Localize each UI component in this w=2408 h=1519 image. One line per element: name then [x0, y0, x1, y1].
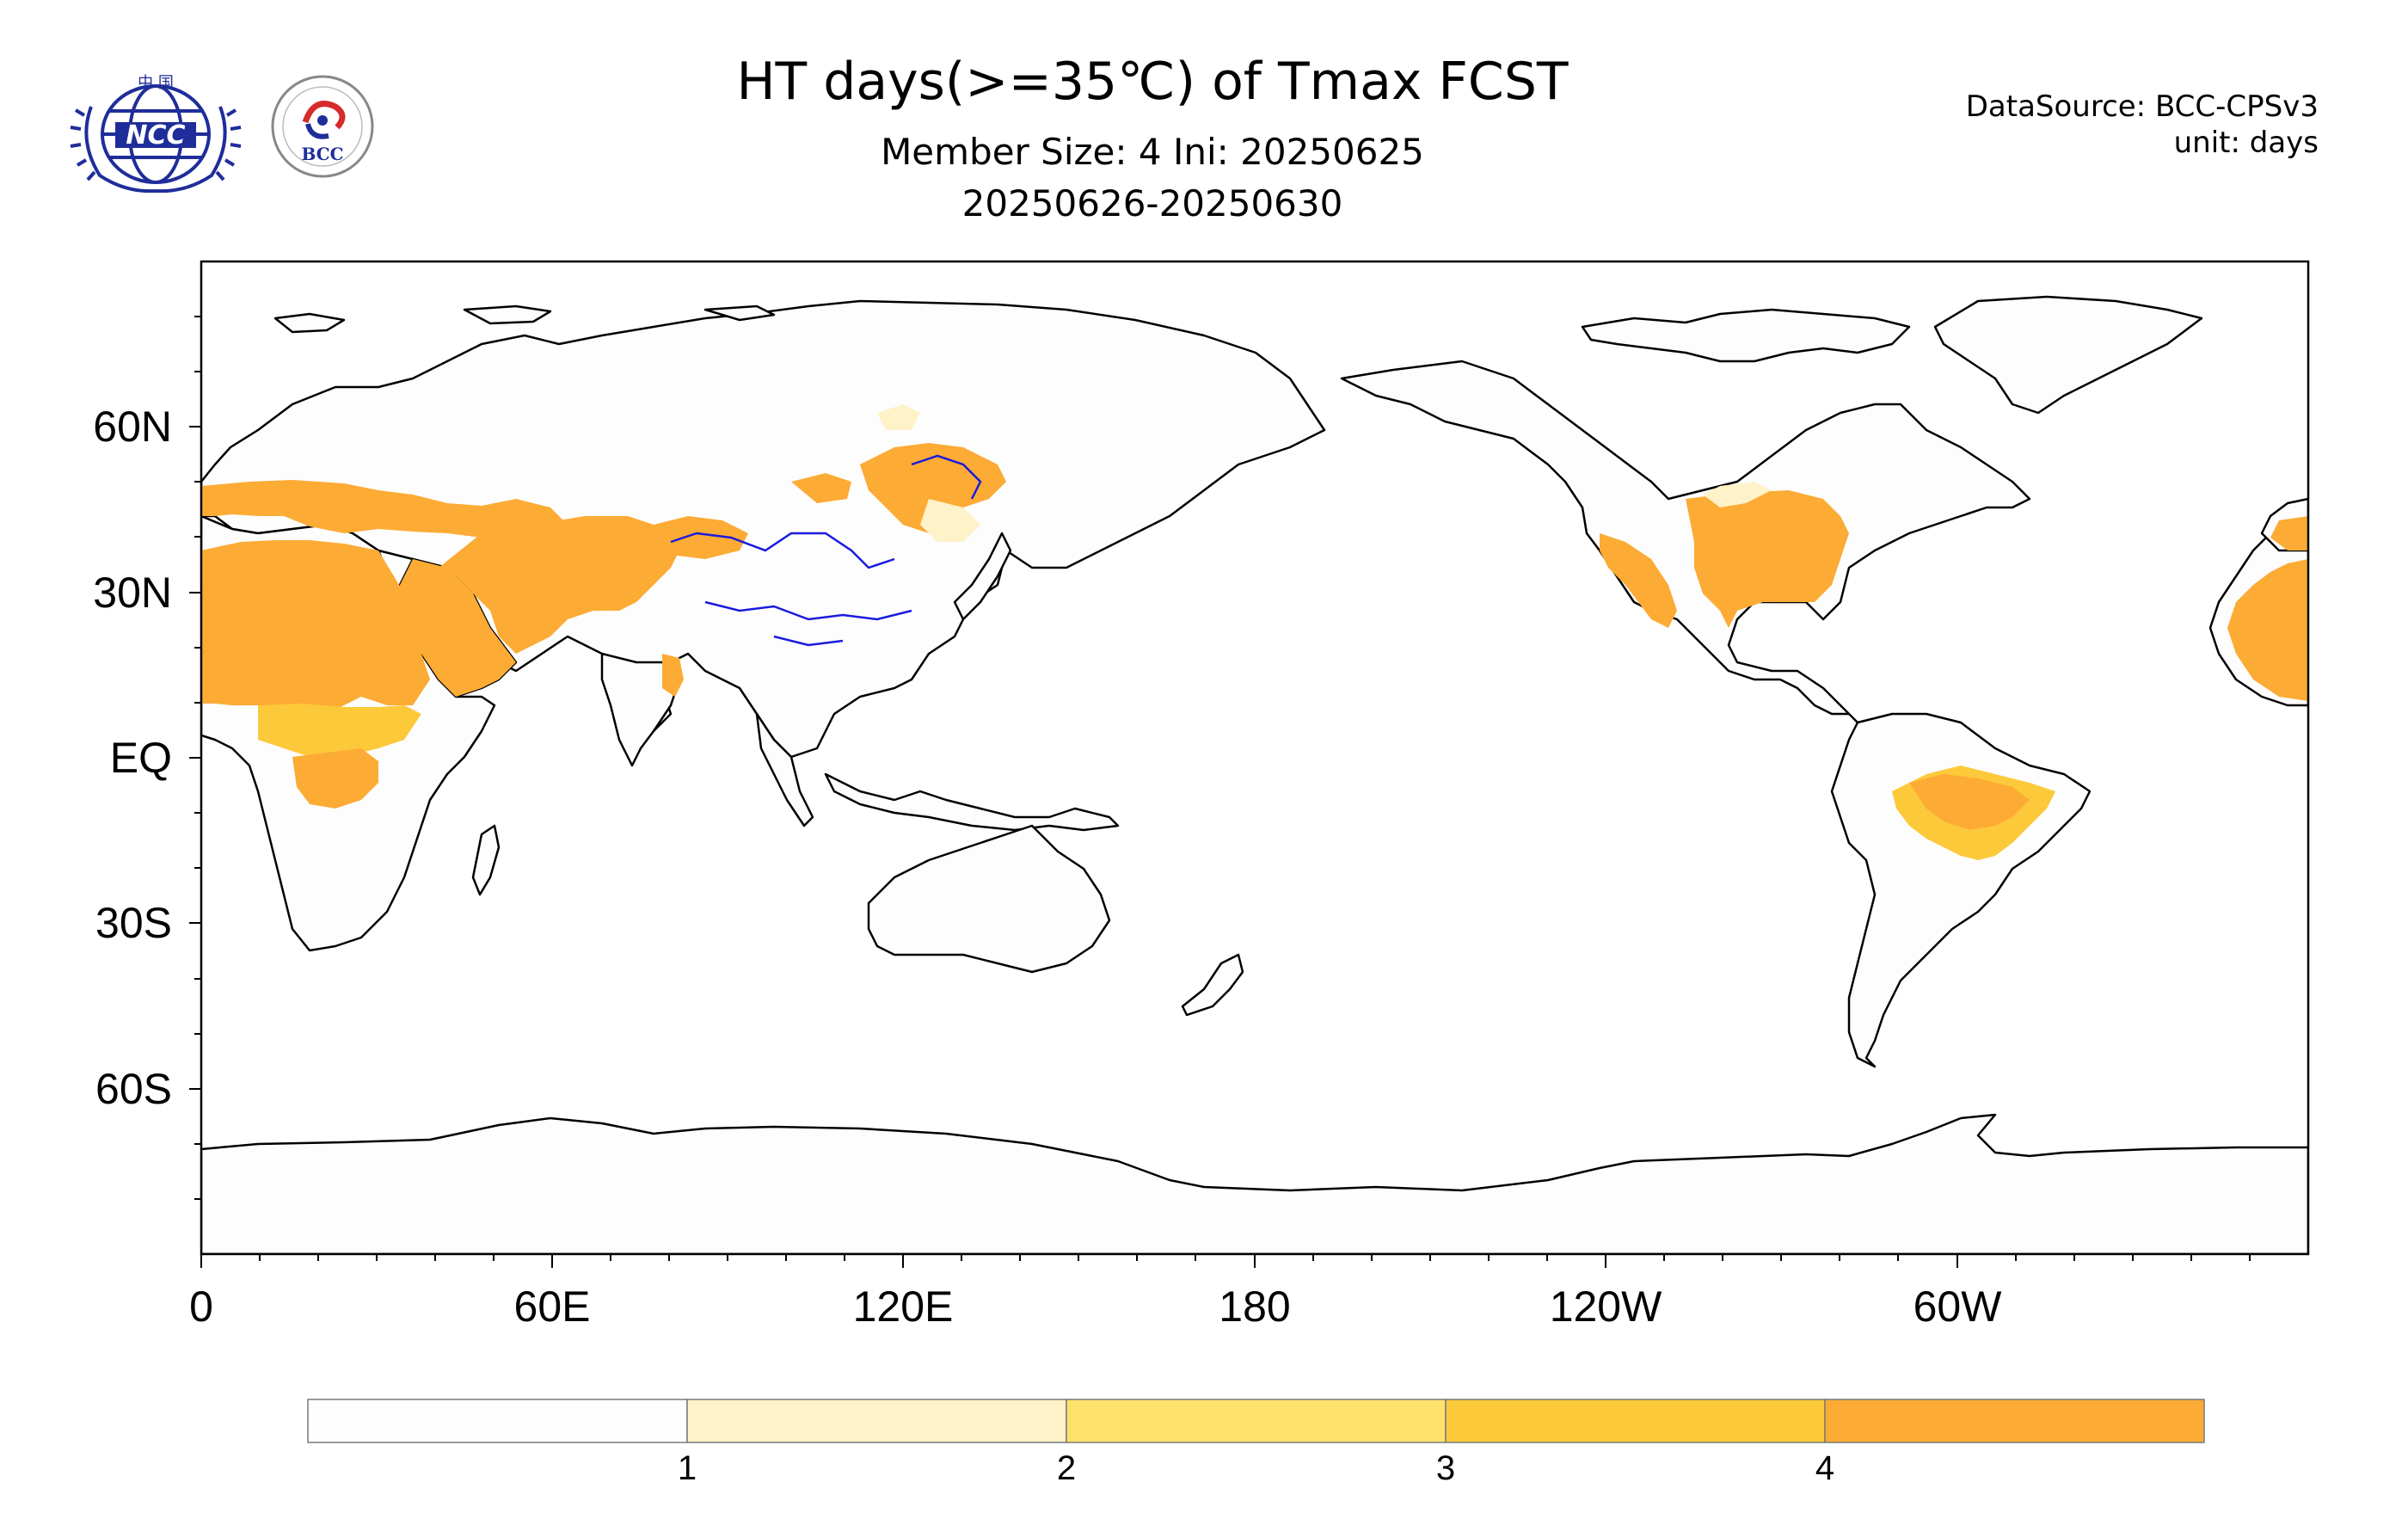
colorbar-label-1: 1	[677, 1449, 697, 1487]
yangtze-river	[704, 600, 912, 621]
new-zealand	[1181, 953, 1244, 1017]
date-range-line: 20250626-20250630	[961, 182, 1343, 224]
antarctica	[201, 1113, 2308, 1254]
colorbar-segment-3	[1445, 1399, 1826, 1443]
colorbar-label-3: 3	[1435, 1449, 1456, 1487]
indian-subcontinent	[600, 652, 681, 767]
china-rivers	[670, 454, 982, 647]
lat-label-60s: 60S	[95, 1065, 172, 1113]
colorbar-segment-2	[1066, 1399, 1447, 1443]
shade-europe	[201, 480, 568, 542]
yellow-river	[670, 532, 895, 569]
colorbar	[307, 1399, 2205, 1443]
shade-mexico	[1600, 533, 1677, 628]
unit-label: unit: days	[2173, 126, 2319, 160]
ncc-logo-text: NCC	[126, 120, 185, 151]
colorbar-segment-4	[1824, 1399, 2205, 1443]
shade-arabia	[396, 559, 516, 697]
shade-north-africa	[201, 540, 430, 714]
shade-tarim	[654, 516, 748, 559]
data-source-label: DataSource: BCC-CPSv3	[1965, 89, 2319, 124]
bcc-logo-text: BCC	[301, 144, 343, 164]
lat-label-30n: 30N	[93, 569, 172, 617]
lon-label-0: 0	[189, 1282, 213, 1331]
arctic-islands	[1581, 308, 1911, 363]
colorbar-segment-0	[307, 1399, 688, 1443]
colorbar-label-2: 2	[1056, 1449, 1077, 1487]
bcc-logo: BCC	[271, 75, 374, 178]
greenland	[1933, 295, 2203, 415]
lat-label-30s: 30S	[95, 899, 172, 947]
lon-label-120w: 120W	[1549, 1282, 1662, 1331]
colorbar-segment-1	[686, 1399, 1067, 1443]
shade-central-asia	[439, 516, 679, 654]
lon-label-60e: 60E	[513, 1282, 591, 1331]
shade-us	[1686, 490, 1849, 628]
lon-label-120e: 120E	[852, 1282, 954, 1331]
colorbar-label-4: 4	[1815, 1449, 1835, 1487]
japan	[953, 532, 1012, 621]
lat-label-60n: 60N	[93, 403, 172, 451]
shade-central-africa	[292, 748, 378, 809]
shade-mongolia	[860, 443, 1006, 533]
map-title: HT days(>=35℃) of Tmax FCST	[736, 52, 1569, 112]
indonesia-islands	[824, 772, 1120, 832]
southeast-asia	[755, 712, 814, 827]
lon-label-180: 180	[1219, 1282, 1291, 1331]
shade-west-africa-edge	[2227, 559, 2308, 701]
ht-days-shading	[201, 404, 2308, 860]
lon-ticks	[200, 1254, 2251, 1268]
madagascar	[471, 824, 501, 896]
lat-label-eq: EQ	[109, 734, 172, 782]
lat-ticks	[189, 316, 201, 1200]
member-size-init-line: Member Size: 4 Ini: 20250625	[881, 131, 1424, 173]
lon-label-60w: 60W	[1913, 1282, 2002, 1331]
australia	[867, 824, 1111, 974]
ncc-logo-top-text: 中 国	[138, 74, 174, 92]
ncc-logo: 中 国 NCC	[70, 74, 242, 193]
